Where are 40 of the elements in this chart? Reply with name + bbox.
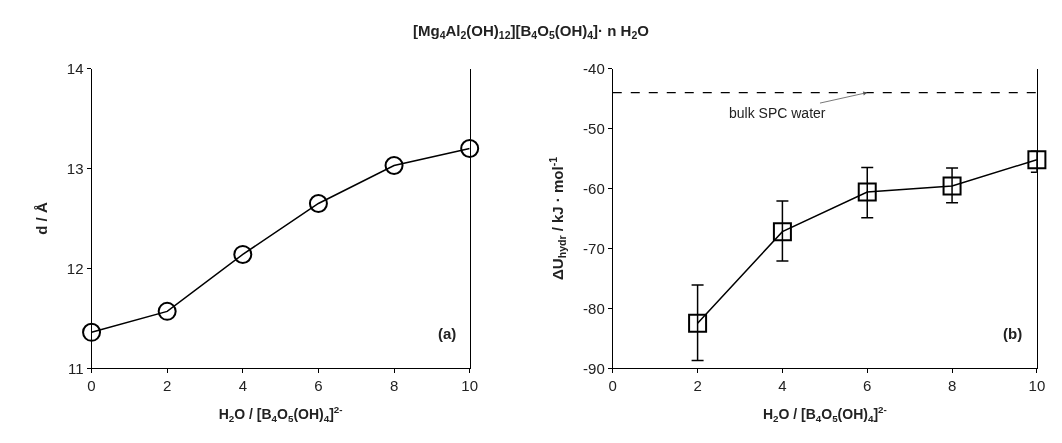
y-tick-label: 11 (67, 359, 84, 377)
y-tick-label: 12 (66, 259, 84, 277)
x-tick-label: 4 (238, 377, 247, 395)
x-tick-label: 0 (87, 377, 96, 395)
annotation: bulk SPC water (729, 105, 826, 121)
point (308, 193, 328, 213)
point (942, 176, 962, 196)
x-tick-label: 8 (389, 377, 399, 395)
x-tick-label: 2 (163, 377, 172, 395)
x-tick-label: 4 (778, 377, 787, 395)
x-tick-label: 8 (947, 377, 957, 395)
annotation: (a) (438, 325, 457, 342)
y-axis-title: d / Å (33, 202, 51, 235)
y-tick-label: 14 (66, 59, 84, 77)
x-tick-label: 0 (608, 377, 617, 395)
x-tick-label: 10 (1028, 377, 1046, 395)
point (772, 222, 792, 242)
y-tick-label: 13 (66, 159, 84, 177)
point (688, 313, 708, 333)
y-tick-label: -70 (583, 239, 605, 257)
chart-title: [Mg$_{4}$Al$_{2}$(OH)$_{12}$][B$_{4}$O$_{5}$(OH)$_{4}$]· n H$_{2}$O (413, 22, 649, 42)
point (460, 139, 480, 159)
text: H$_{2}$O / [B$_{4}$O$_{5}$(OH)$_{4}$]$^{2-}$ (218, 403, 343, 424)
text: H$_{2}$O / [B$_{4}$O$_{5}$(OH)$_{4}$]$^{2-}$ (762, 403, 887, 424)
x-tick-label: 6 (314, 377, 323, 395)
y-tick-label: -60 (583, 179, 605, 197)
point (1027, 150, 1047, 170)
y-tick-label: -90 (583, 359, 605, 377)
point (857, 182, 877, 202)
x-tick-label: 6 (863, 377, 872, 395)
annotation: (b) (1003, 325, 1023, 342)
y-tick-label: -80 (583, 299, 605, 317)
point (233, 244, 253, 264)
point (82, 322, 102, 342)
y-tick-label: -40 (583, 59, 605, 77)
point (384, 156, 404, 175)
x-tick-label: 10 (461, 377, 479, 395)
point (157, 301, 177, 321)
x-tick-label: 2 (693, 377, 702, 395)
y-tick-label: -50 (583, 119, 605, 137)
